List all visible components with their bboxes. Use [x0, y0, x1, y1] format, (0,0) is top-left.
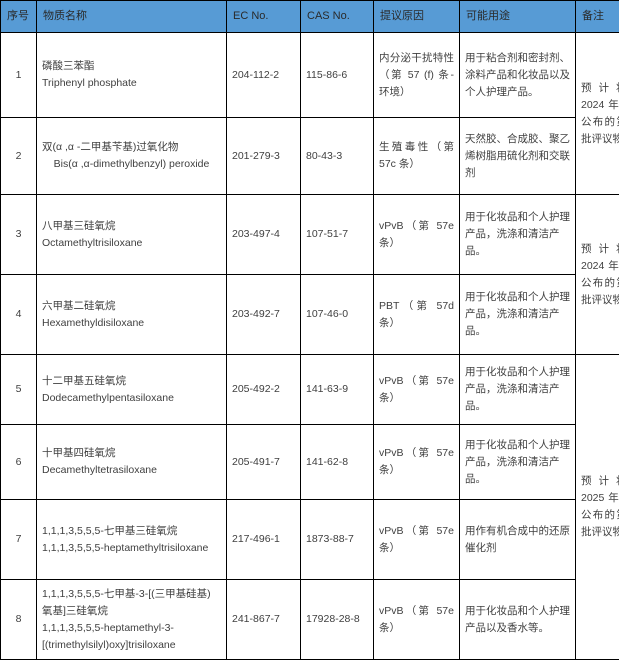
substance-name-en: Dodecamethylpentasiloxane	[42, 390, 221, 407]
cell-name: 1,1,1,3,5,5,5-七甲基-3-[(三甲基硅基)氧基]三硅氧烷 1,1,…	[37, 580, 227, 660]
column-header-name: 物质名称	[37, 1, 227, 33]
cell-note: 预计将在 2024 年 8 月公布的第 32 批评议物质。	[576, 195, 619, 355]
cell-use: 用于化妆品和个人护理产品，洗涤和清洁产品。	[460, 275, 576, 355]
cell-ec: 217-496-1	[227, 500, 301, 580]
substance-name-en: Triphenyl phosphate	[42, 75, 221, 92]
cell-ec: 204-112-2	[227, 33, 301, 118]
column-header-note: 备注	[576, 1, 619, 33]
substance-name-en: 1,1,1,3,5,5,5-heptamethyltrisiloxane	[42, 540, 221, 557]
cell-index: 8	[1, 580, 37, 660]
cell-ec: 205-491-7	[227, 425, 301, 500]
table-row: 4 六甲基二硅氧烷 Hexamethyldisiloxane 203-492-7…	[1, 275, 619, 355]
substance-name-zh: 八甲基三硅氧烷	[42, 218, 221, 235]
substance-name-en: 1,1,1,3,5,5,5-heptamethyl-3-[(trimethyls…	[42, 620, 221, 654]
cell-use: 用于化妆品和个人护理产品，洗涤和清洁产品。	[460, 425, 576, 500]
substance-name-en: Bis(α ,α-dimethylbenzyl) peroxide	[42, 156, 221, 173]
cell-use: 用于化妆品和个人护理产品，洗涤和清洁产品。	[460, 355, 576, 425]
table-row: 8 1,1,1,3,5,5,5-七甲基-3-[(三甲基硅基)氧基]三硅氧烷 1,…	[1, 580, 619, 660]
cell-name: 十甲基四硅氧烷 Decamethyltetrasiloxane	[37, 425, 227, 500]
column-header-cas: CAS No.	[301, 1, 374, 33]
cell-cas: 141-63-9	[301, 355, 374, 425]
column-header-index: 序号	[1, 1, 37, 33]
cell-use: 用于化妆品和个人护理产品以及香水等。	[460, 580, 576, 660]
cell-reason: 生殖毒性（第 57c 条）	[374, 118, 460, 195]
cell-cas: 107-51-7	[301, 195, 374, 275]
cell-reason: vPvB（第 57e 条）	[374, 500, 460, 580]
cell-reason: vPvB（第 57e 条）	[374, 355, 460, 425]
cell-cas: 141-62-8	[301, 425, 374, 500]
column-header-ec: EC No.	[227, 1, 301, 33]
cell-name: 六甲基二硅氧烷 Hexamethyldisiloxane	[37, 275, 227, 355]
substance-name-zh: 六甲基二硅氧烷	[42, 298, 221, 315]
table-row: 5 十二甲基五硅氧烷 Dodecamethylpentasiloxane 205…	[1, 355, 619, 425]
cell-cas: 107-46-0	[301, 275, 374, 355]
cell-name: 1,1,1,3,5,5,5-七甲基三硅氧烷 1,1,1,3,5,5,5-hept…	[37, 500, 227, 580]
cell-cas: 1873-88-7	[301, 500, 374, 580]
table-header-row: 序号 物质名称 EC No. CAS No. 提议原因 可能用途 备注	[1, 1, 619, 33]
table-row: 6 十甲基四硅氧烷 Decamethyltetrasiloxane 205-49…	[1, 425, 619, 500]
substance-name-en: Hexamethyldisiloxane	[42, 315, 221, 332]
substance-name-en: Decamethyltetrasiloxane	[42, 462, 221, 479]
cell-note: 预计将在 2025 年 2 月公布的第 33 批评议物质。	[576, 355, 619, 660]
table-row: 3 八甲基三硅氧烷 Octamethyltrisiloxane 203-497-…	[1, 195, 619, 275]
cell-use: 用作有机合成中的还原催化剂	[460, 500, 576, 580]
cell-ec: 203-497-4	[227, 195, 301, 275]
cell-reason: 内分泌干扰特性（第 57 (f) 条-环境）	[374, 33, 460, 118]
cell-note: 预计将在 2024 年 2 月公布的第 31 批评议物质	[576, 33, 619, 195]
cell-index: 5	[1, 355, 37, 425]
cell-name: 双(α ,α -二甲基苄基)过氧化物 Bis(α ,α-dimethylbenz…	[37, 118, 227, 195]
cell-index: 6	[1, 425, 37, 500]
cell-cas: 80-43-3	[301, 118, 374, 195]
cell-reason: vPvB（第 57e 条）	[374, 195, 460, 275]
cell-use: 用于化妆品和个人护理产品，洗涤和清洁产品。	[460, 195, 576, 275]
cell-reason: PBT（第 57d 条）	[374, 275, 460, 355]
cell-index: 3	[1, 195, 37, 275]
substance-name-en: Octamethyltrisiloxane	[42, 235, 221, 252]
substance-name-zh: 1,1,1,3,5,5,5-七甲基-3-[(三甲基硅基)氧基]三硅氧烷	[42, 586, 221, 620]
substance-name-zh: 1,1,1,3,5,5,5-七甲基三硅氧烷	[42, 523, 221, 540]
cell-name: 八甲基三硅氧烷 Octamethyltrisiloxane	[37, 195, 227, 275]
substance-name-zh: 十二甲基五硅氧烷	[42, 373, 221, 390]
cell-ec: 201-279-3	[227, 118, 301, 195]
cell-cas: 115-86-6	[301, 33, 374, 118]
cell-ec: 241-867-7	[227, 580, 301, 660]
cell-reason: vPvB（第 57e 条）	[374, 580, 460, 660]
column-header-reason: 提议原因	[374, 1, 460, 33]
cell-cas: 17928-28-8	[301, 580, 374, 660]
cell-ec: 203-492-7	[227, 275, 301, 355]
substance-name-zh: 十甲基四硅氧烷	[42, 445, 221, 462]
substance-name-zh: 磷酸三苯酯	[42, 58, 221, 75]
cell-name: 十二甲基五硅氧烷 Dodecamethylpentasiloxane	[37, 355, 227, 425]
cell-name: 磷酸三苯酯 Triphenyl phosphate	[37, 33, 227, 118]
cell-index: 7	[1, 500, 37, 580]
cell-index: 4	[1, 275, 37, 355]
cell-use: 用于粘合剂和密封剂、涂料产品和化妆品以及个人护理产品。	[460, 33, 576, 118]
table-row: 1 磷酸三苯酯 Triphenyl phosphate 204-112-2 11…	[1, 33, 619, 118]
table-row: 2 双(α ,α -二甲基苄基)过氧化物 Bis(α ,α-dimethylbe…	[1, 118, 619, 195]
cell-use: 天然胶、合成胶、聚乙烯树脂用硫化剂和交联剂	[460, 118, 576, 195]
cell-reason: vPvB（第 57e 条）	[374, 425, 460, 500]
cell-index: 1	[1, 33, 37, 118]
cell-ec: 205-492-2	[227, 355, 301, 425]
cell-index: 2	[1, 118, 37, 195]
substance-name-zh: 双(α ,α -二甲基苄基)过氧化物	[42, 139, 221, 156]
table-row: 7 1,1,1,3,5,5,5-七甲基三硅氧烷 1,1,1,3,5,5,5-he…	[1, 500, 619, 580]
column-header-use: 可能用途	[460, 1, 576, 33]
